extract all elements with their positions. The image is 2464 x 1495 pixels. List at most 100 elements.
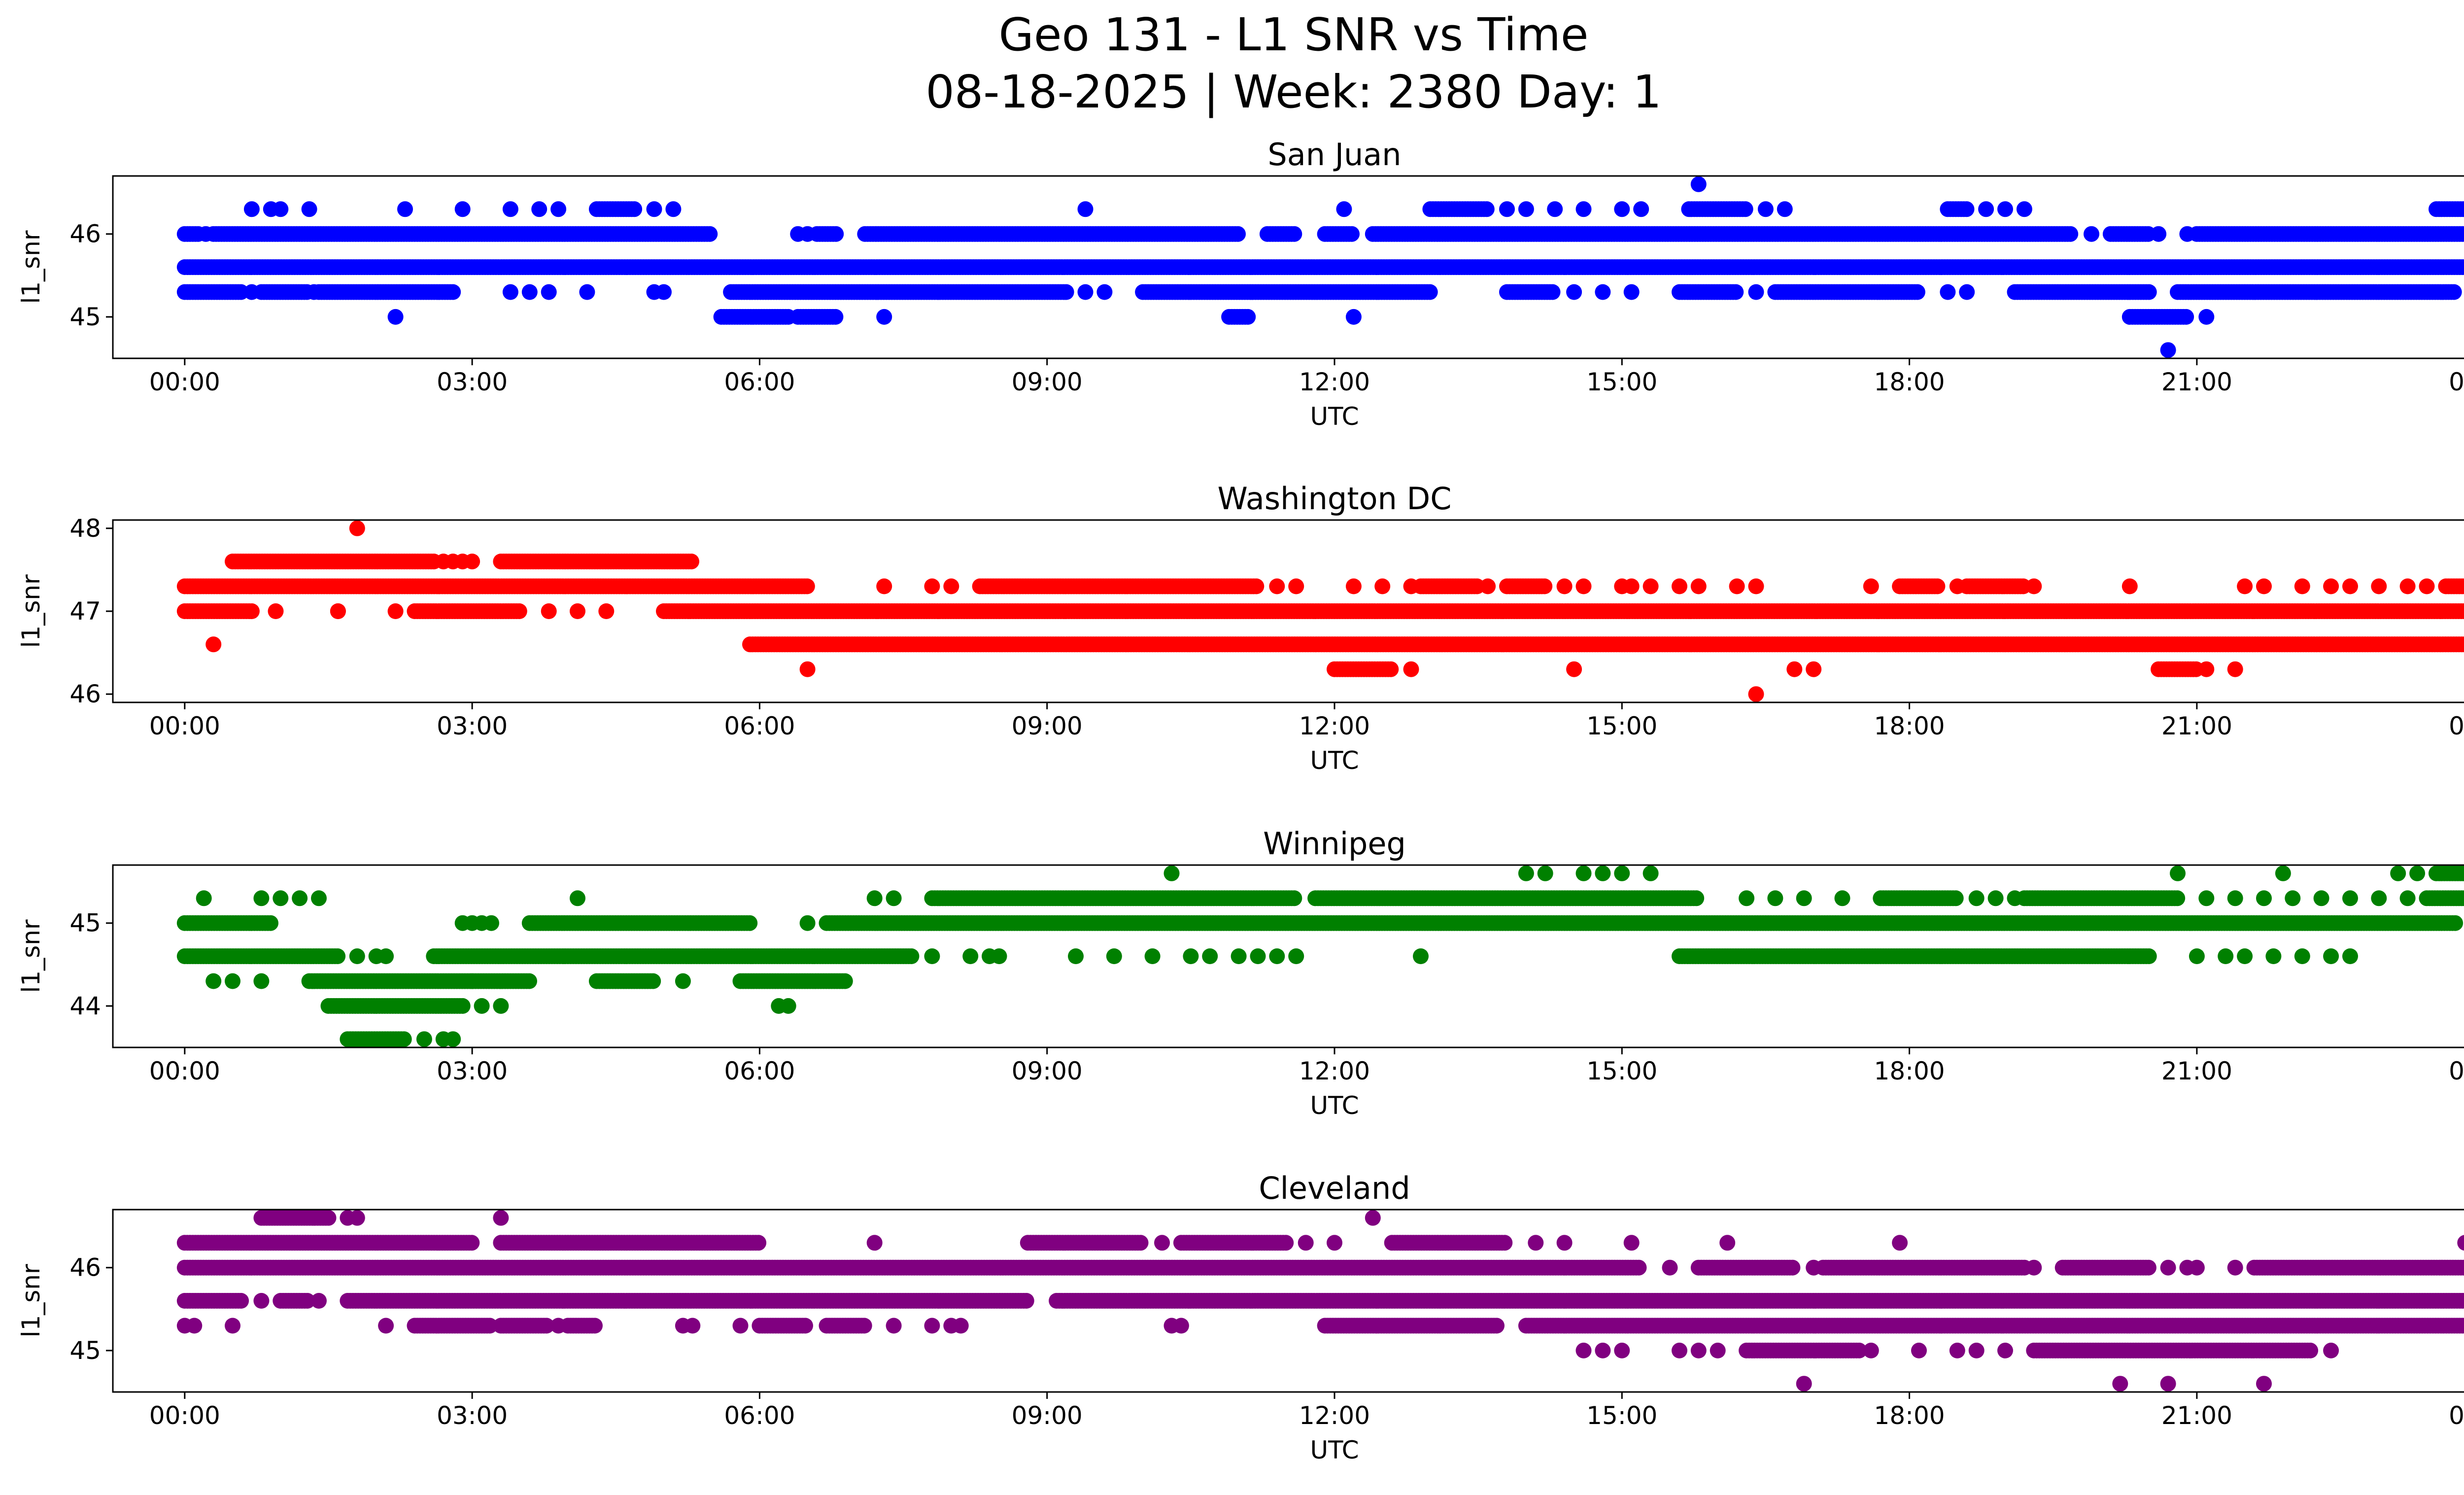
series-47.3 (176, 578, 2464, 594)
data-point (742, 915, 758, 931)
x-tick-label: 03:00 (437, 368, 508, 396)
data-point (2463, 229, 2464, 239)
data-point (1595, 284, 1611, 300)
data-point (1690, 578, 1707, 594)
data-point (1269, 578, 1285, 594)
data-point (579, 284, 595, 300)
data-point (799, 578, 815, 594)
data-point (1909, 284, 1925, 300)
subplot-title: Winnipeg (1263, 826, 1406, 862)
data-point (2198, 309, 2215, 325)
data-point (2342, 578, 2358, 594)
data-point (2227, 661, 2243, 677)
data-point (464, 554, 480, 570)
data-point (531, 201, 548, 217)
x-tick-label: 18:00 (1874, 712, 1945, 740)
data-point (1575, 201, 1592, 217)
x-tick-label: 00:00 (149, 368, 220, 396)
data-point (1737, 201, 1753, 217)
x-tick-label: 15:00 (1586, 712, 1657, 740)
data-point (2151, 226, 2167, 242)
data-point (1345, 309, 1362, 325)
data-point (1748, 686, 1764, 702)
data-point (1336, 201, 1352, 217)
x-tick-label: 06:00 (724, 368, 795, 396)
scatter-points (176, 176, 2464, 358)
data-point (268, 603, 284, 619)
data-point (1978, 201, 1994, 217)
data-point (1748, 284, 1764, 300)
data-point (1623, 578, 1640, 594)
y-tick-label: 45 (69, 303, 101, 331)
scatter-points (176, 865, 2464, 1047)
data-point (2122, 578, 2138, 594)
data-point (2446, 284, 2462, 300)
data-point (1547, 201, 1563, 217)
figure-title-line2: 08-18-2025 | Week: 2380 Day: 1 (925, 66, 1662, 118)
data-point (1344, 226, 1360, 242)
data-point (2463, 262, 2464, 272)
data-point (1537, 578, 1553, 594)
data-point (1058, 284, 1074, 300)
data-point (665, 201, 682, 217)
data-point (598, 603, 615, 619)
x-tick-label: 06:00 (724, 712, 795, 740)
data-point (1633, 201, 1649, 217)
data-point (541, 603, 557, 619)
data-point (626, 201, 643, 217)
y-tick-label: 47 (69, 597, 101, 626)
data-point (502, 201, 518, 217)
data-point (1614, 201, 1630, 217)
y-tick-label: 46 (69, 220, 101, 248)
data-point (827, 309, 844, 325)
data-point (1422, 284, 1438, 300)
series-46.0 (176, 226, 2464, 242)
data-point (2460, 227, 2464, 241)
data-point (1566, 661, 1582, 677)
data-point (1575, 578, 1592, 594)
data-point (656, 284, 672, 300)
data-point (387, 309, 404, 325)
data-point (387, 603, 404, 619)
series-45.3 (176, 284, 2462, 300)
data-point (1728, 284, 1744, 300)
data-point (550, 201, 567, 217)
x-tick-label: 00:00 (149, 712, 220, 740)
data-point (1240, 309, 1256, 325)
data-point (1345, 578, 1362, 594)
data-point (2198, 661, 2215, 677)
x-tick-label: 12:00 (1299, 712, 1370, 740)
x-tick-label: 18:00 (1874, 368, 1945, 396)
data-point (1806, 661, 1822, 677)
data-point (1940, 284, 1956, 300)
data-point (1286, 226, 1302, 242)
data-point (1374, 578, 1391, 594)
data-point (1959, 284, 1975, 300)
data-point (1863, 578, 1879, 594)
data-point (1077, 201, 1094, 217)
data-point (454, 201, 471, 217)
x-tick-label: 21:00 (2161, 712, 2232, 740)
data-point (2178, 309, 2194, 325)
data-point (1997, 201, 2013, 217)
x-tick-label: 00:00 (2449, 712, 2464, 740)
series-46.6 (205, 636, 2464, 653)
data-point (541, 284, 557, 300)
series-45.0 (176, 915, 2464, 931)
data-point (1480, 578, 1496, 594)
y-axis-label: l1_snr (17, 574, 45, 648)
x-tick-label: 09:00 (1012, 712, 1083, 740)
data-point (521, 284, 538, 300)
data-point (1288, 578, 1304, 594)
data-point (1403, 661, 1419, 677)
data-point (243, 284, 260, 300)
data-point (1566, 284, 1582, 300)
data-point (2026, 578, 2042, 594)
data-point (243, 603, 260, 619)
x-tick-label: 03:00 (437, 712, 508, 740)
series-45.6 (176, 259, 2464, 275)
data-point (684, 554, 699, 570)
x-tick-label: 00:00 (2449, 368, 2464, 396)
